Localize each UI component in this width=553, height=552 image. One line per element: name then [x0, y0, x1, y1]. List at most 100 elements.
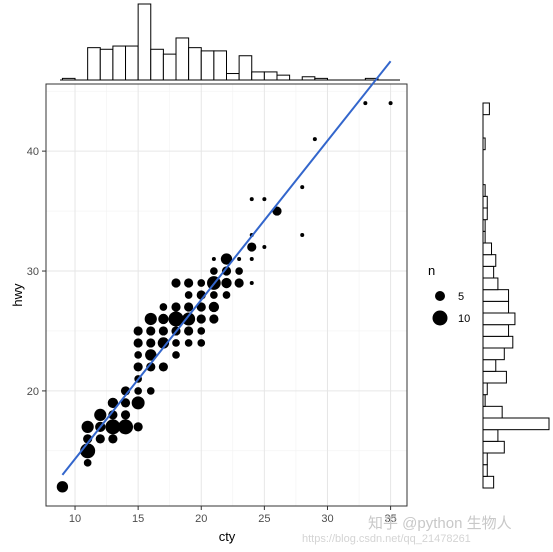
right-hist-bar: [482, 102, 490, 116]
x-tick-label: 30: [321, 513, 333, 525]
top-hist-bar: [112, 45, 127, 81]
scatter-point: [168, 311, 184, 327]
right-hist-bar: [482, 405, 503, 419]
top-hist-bar: [238, 55, 253, 81]
watermark-url: https://blog.csdn.net/qq_21478261: [302, 533, 471, 545]
right-hist-bar: [482, 452, 488, 466]
x-axis-ticks: 10 15 20 25 30 35: [69, 506, 397, 525]
scatter-point: [312, 137, 317, 142]
right-hist-bar: [482, 277, 499, 291]
scatter-point: [107, 397, 119, 409]
x-axis-title: cty: [219, 529, 236, 544]
y-tick-label: 40: [27, 146, 39, 158]
scatter-point: [146, 338, 156, 348]
y-tick-label: 30: [27, 266, 39, 278]
scatter-point: [182, 312, 196, 326]
size-legend: n 5 10: [428, 263, 470, 326]
right-hist-bar: [482, 347, 505, 361]
x-tick-label: 15: [132, 513, 144, 525]
right-hist-bar: [482, 440, 505, 454]
x-tick-label: 25: [258, 513, 270, 525]
scatter-point: [133, 326, 143, 336]
x-tick-label: 20: [195, 513, 207, 525]
scatter-point: [184, 278, 194, 288]
top-hist-bar: [213, 50, 228, 81]
legend-label-5: 5: [458, 291, 464, 303]
scatter-point: [172, 339, 180, 347]
y-axis-title: hwy: [10, 283, 25, 307]
right-hist-bar: [482, 335, 514, 349]
scatter-point: [300, 233, 305, 238]
right-hist-bar: [482, 324, 510, 337]
right-hist-bar: [482, 242, 493, 256]
scatter-point: [249, 257, 254, 262]
scatter-point: [249, 281, 254, 286]
scatter-point: [133, 422, 143, 432]
plot-panel-border: [45, 83, 408, 507]
scatter-point: [208, 301, 220, 313]
scatter-point: [144, 312, 157, 326]
scatter-point: [210, 267, 218, 275]
top-hist-bar: [99, 48, 114, 81]
scatter-point: [184, 339, 193, 347]
scatter-point: [184, 291, 193, 299]
scatter-point: [222, 291, 231, 299]
scatter-point: [363, 101, 368, 106]
scatter-point: [196, 302, 206, 312]
scatter-point: [184, 326, 194, 336]
scatter-point: [145, 349, 157, 361]
scatter-point: [83, 459, 92, 467]
scatter-point: [159, 303, 168, 311]
scatter-point: [172, 351, 180, 359]
legend-symbol-5: [435, 291, 445, 301]
scatter-point: [197, 279, 206, 287]
scatter-point: [221, 277, 232, 289]
scatter-point: [196, 314, 206, 324]
scatter-point: [94, 408, 107, 421]
scatter-point: [131, 396, 145, 410]
right-hist-bar: [482, 195, 488, 209]
top-hist-bar: [200, 50, 215, 81]
scatter-points: [56, 101, 393, 493]
trend-line: [61, 60, 392, 476]
scatter-point: [249, 197, 254, 202]
y-axis-ticks: 20 30 40: [27, 146, 46, 398]
right-hist-bar: [482, 312, 516, 326]
scatter-point: [220, 253, 233, 265]
top-hist-bar: [263, 71, 278, 81]
scatter-point: [388, 101, 393, 106]
top-hist-bar: [125, 45, 139, 81]
right-hist-bar: [482, 359, 497, 372]
right-hist-bar: [482, 429, 499, 442]
scatter-point: [146, 387, 155, 395]
top-hist-bar: [137, 3, 152, 81]
scatter-point: [133, 338, 143, 348]
grid-lines: [46, 84, 407, 506]
scatter-point: [247, 242, 257, 252]
scatter-point: [234, 278, 244, 288]
scatter-point: [146, 362, 156, 372]
scatter-point: [235, 267, 243, 275]
x-tick-label: 35: [384, 513, 396, 525]
scatter-point: [171, 278, 181, 288]
scatter-point: [146, 326, 156, 336]
scatter-point: [209, 314, 219, 324]
right-hist-bar: [482, 289, 510, 302]
top-hist-bar: [251, 71, 265, 81]
right-hist-bar: [482, 370, 507, 384]
scatter-point: [210, 291, 218, 299]
scatter-point: [197, 339, 206, 347]
scatter-point: [211, 257, 216, 262]
top-hist-bar: [276, 74, 291, 81]
scatter-point: [95, 434, 105, 444]
top-hist-bar: [226, 73, 240, 81]
scatter-point: [134, 351, 142, 359]
right-hist-bar: [482, 475, 495, 489]
right-hist-bar: [482, 300, 510, 314]
scatter-point: [118, 419, 134, 435]
scatter-point: [262, 245, 267, 250]
scatter-point: [158, 313, 169, 325]
scatter-point: [81, 420, 94, 433]
scatter-point: [133, 362, 143, 372]
